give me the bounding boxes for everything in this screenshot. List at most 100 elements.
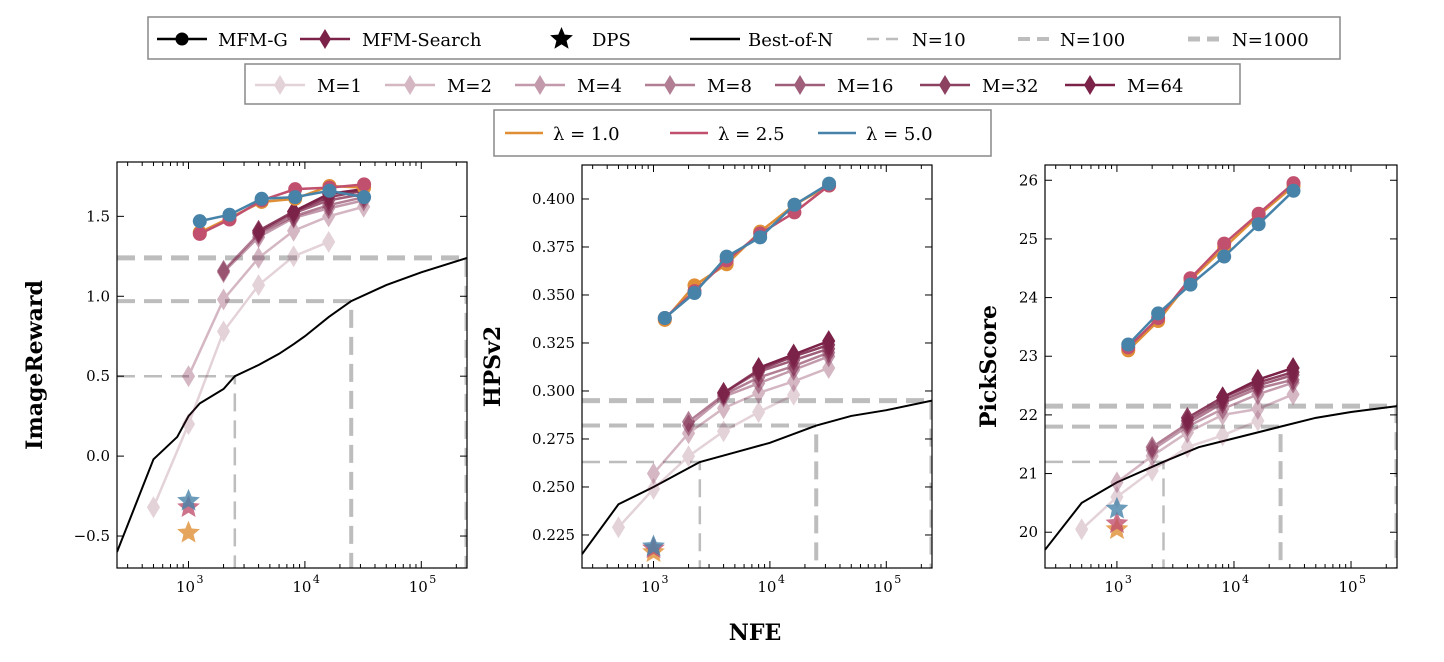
x-tick-label-exponent: 4 [1242, 573, 1249, 586]
x-tick-label-exponent: 4 [313, 573, 320, 586]
mfm-g-point [1251, 206, 1266, 221]
x-tick-label-base: 10 [757, 578, 776, 596]
mfm-search-point [717, 381, 731, 404]
mfm-search-point [752, 356, 766, 379]
x-tick-label-base: 10 [409, 578, 428, 596]
legend-item-m=8 [645, 75, 695, 95]
mfm-search-point [252, 219, 266, 242]
mfm-search-point [1286, 383, 1300, 406]
legend-label: N=1000 [1232, 30, 1309, 51]
mfm-search-point [1110, 471, 1124, 494]
mfm-g-point [687, 286, 702, 301]
legend-item-lambda-3: λ = 5.0 [818, 124, 933, 145]
best-of-n-line [1045, 405, 1397, 551]
mfm-search-line [1080, 419, 1259, 531]
mfm-g-series-lambda-2.5 [192, 177, 372, 241]
mfm-g-point [787, 197, 802, 212]
y-tick-label: 23 [1019, 347, 1038, 365]
legend-circle-marker [175, 32, 189, 46]
legend-diamond-marker [664, 75, 676, 95]
subplot-hpsv2: 10 3 10 4 10 50.2250.2500.2750.3000.3250.3500… [480, 164, 933, 596]
axes-frame [1044, 164, 1398, 569]
mfm-search-point [1216, 403, 1230, 426]
mfm-search-line [187, 205, 365, 377]
reference-line-n=1000 [582, 398, 932, 568]
legend-label: DPS [592, 30, 631, 51]
legend-box-row3 [493, 109, 992, 157]
mfm-search-point [787, 383, 801, 406]
mfm-search-point [822, 356, 836, 379]
mfm-g-point [192, 214, 207, 229]
mfm-g-point [288, 190, 303, 205]
dps-star-point [177, 520, 200, 543]
y-tick-label: 22 [1019, 406, 1038, 424]
mfm-search-point [181, 413, 196, 436]
y-tick-label: 0.275 [532, 430, 575, 448]
mfm-search-point [681, 445, 696, 468]
mfm-search-point [1286, 356, 1300, 379]
legend-diamond-marker [274, 75, 286, 95]
mfm-g-point [222, 207, 237, 222]
y-tick-label: 1.5 [86, 207, 110, 225]
x-tick-label: 10 3 [1104, 573, 1132, 596]
x-tick-label: 10 5 [874, 573, 902, 596]
mfm-search-series-m=64 [1216, 356, 1300, 409]
legend-label: M=2 [447, 76, 492, 97]
reference-line-n=10 [582, 460, 702, 568]
legend-label: M=4 [577, 76, 622, 97]
legend-item-m=4 [515, 75, 565, 95]
legend-diamond-marker [794, 75, 806, 95]
legend-item-mfm-search: MFM-Search [300, 29, 482, 51]
y-tick-label: 25 [1019, 230, 1038, 248]
legend-item-mfm-g: MFM-G [157, 30, 288, 51]
mfm-search-series-m=2 [1110, 383, 1300, 494]
reference-line-n=1000 [117, 255, 467, 568]
legend-label: MFM-Search [362, 30, 482, 51]
y-tick-label: 0.0 [86, 447, 110, 465]
y-tick-label: 0.300 [532, 382, 575, 400]
legend-label: λ = 5.0 [866, 124, 933, 145]
y-tick-label: 0.400 [532, 190, 575, 208]
legend-item-m=16 [775, 75, 825, 95]
y-axis-label: ImageReward [22, 280, 48, 450]
mfm-g-series-lambda-5.0 [1121, 183, 1301, 352]
mfm-search-line [1186, 370, 1294, 419]
x-tick-label-base: 10 [292, 578, 311, 596]
x-axis-label: NFE [729, 620, 782, 646]
legend-item-m=1 [255, 75, 305, 95]
dps-star-point [642, 534, 665, 557]
x-tick-label-exponent: 3 [1125, 573, 1132, 586]
mfm-search-point [1216, 424, 1230, 447]
legend: MFM-G MFM-Search DPS Best-of-N N=10 N=100 N=10… [147, 16, 1341, 157]
dps-star-point [177, 488, 200, 511]
mfm-search-point [752, 401, 766, 424]
mfm-g-point [822, 176, 837, 191]
mfm-search-line [1116, 393, 1294, 484]
x-tick-label-exponent: 4 [778, 573, 785, 586]
mfm-search-series-m=2 [181, 195, 371, 388]
y-axis-label: PickScore [976, 305, 1002, 428]
mfm-search-line [652, 366, 830, 475]
mfm-g-point [719, 249, 734, 264]
mfm-search-point [252, 274, 266, 297]
mfm-g-point [1183, 277, 1198, 292]
mfm-search-series-m=1 [611, 383, 801, 539]
x-tick-label: 10 3 [176, 573, 204, 596]
y-tick-label: −0.5 [74, 527, 110, 545]
legend-label: MFM-G [218, 30, 288, 51]
mfm-g-point [357, 190, 372, 205]
reference-line-n=1000 [1045, 403, 1397, 568]
x-tick-label: 10 3 [641, 573, 669, 596]
mfm-search-line [722, 343, 830, 394]
mfm-g-point [1217, 236, 1232, 251]
legend-item-m=32 [920, 75, 970, 95]
mfm-search-point [1145, 436, 1159, 459]
mfm-search-point [1075, 518, 1089, 541]
mfm-search-point [252, 246, 266, 269]
legend-item-lambda-1: λ = 1.0 [505, 124, 620, 145]
mfm-search-line [257, 192, 364, 234]
best-of-n-line [582, 399, 932, 555]
legend-label: λ = 1.0 [553, 124, 620, 145]
